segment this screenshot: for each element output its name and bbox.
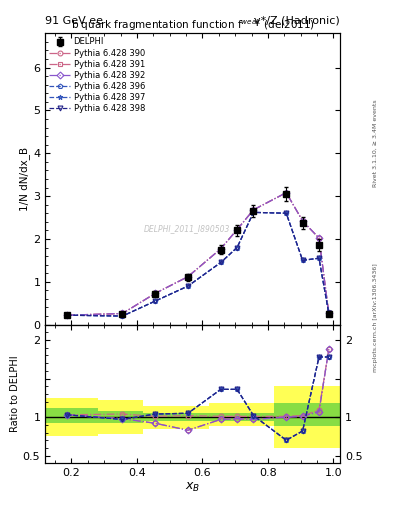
Pythia 6.428 396 — [251, 209, 256, 216]
Pythia 6.428 397 — [317, 255, 321, 261]
Pythia 6.428 392 — [317, 235, 321, 241]
Pythia 6.428 397 — [327, 310, 331, 316]
Bar — [45, 398, 97, 436]
Pythia 6.428 392 — [284, 189, 288, 196]
Pythia 6.428 392 — [219, 246, 223, 252]
Pythia 6.428 392 — [300, 218, 305, 224]
Pythia 6.428 398 — [219, 260, 223, 266]
X-axis label: $x_B$: $x_B$ — [185, 481, 200, 494]
Line: Pythia 6.428 398: Pythia 6.428 398 — [64, 210, 331, 318]
Pythia 6.428 397 — [64, 312, 69, 318]
Bar — [97, 411, 143, 423]
Pythia 6.428 396 — [64, 312, 69, 318]
Pythia 6.428 391 — [251, 207, 256, 213]
Pythia 6.428 398 — [185, 283, 190, 289]
Pythia 6.428 396 — [284, 210, 288, 216]
Title: b quark fragmentation function f$^{weak}$ (del2011): b quark fragmentation function f$^{weak}… — [71, 17, 314, 33]
Pythia 6.428 397 — [284, 210, 288, 216]
Line: Pythia 6.428 392: Pythia 6.428 392 — [64, 190, 331, 317]
Pythia 6.428 396 — [235, 244, 239, 250]
Bar — [274, 386, 340, 448]
Text: 91 GeV ee: 91 GeV ee — [45, 15, 103, 26]
Pythia 6.428 390 — [327, 310, 331, 316]
Pythia 6.428 396 — [153, 298, 158, 304]
Line: Pythia 6.428 391: Pythia 6.428 391 — [64, 190, 331, 317]
Pythia 6.428 391 — [219, 246, 223, 252]
Bar — [143, 413, 209, 421]
Bar — [143, 406, 209, 429]
Pythia 6.428 396 — [185, 283, 190, 289]
Pythia 6.428 392 — [235, 226, 239, 232]
Pythia 6.428 397 — [300, 258, 305, 264]
Y-axis label: Ratio to DELPHI: Ratio to DELPHI — [10, 356, 20, 432]
Pythia 6.428 398 — [300, 258, 305, 264]
Line: Pythia 6.428 397: Pythia 6.428 397 — [64, 210, 331, 318]
Text: γ*/Z (Hadronic): γ*/Z (Hadronic) — [254, 15, 340, 26]
Pythia 6.428 396 — [120, 313, 125, 319]
Text: DELPHI_2011_I890503: DELPHI_2011_I890503 — [143, 224, 230, 233]
Bar — [209, 413, 274, 421]
Pythia 6.428 390 — [317, 235, 321, 241]
Pythia 6.428 392 — [251, 207, 256, 213]
Pythia 6.428 398 — [317, 255, 321, 261]
Pythia 6.428 390 — [64, 312, 69, 318]
Pythia 6.428 391 — [235, 226, 239, 232]
Pythia 6.428 390 — [284, 189, 288, 196]
Pythia 6.428 390 — [185, 273, 190, 280]
Pythia 6.428 390 — [219, 246, 223, 252]
Pythia 6.428 392 — [327, 310, 331, 316]
Pythia 6.428 398 — [120, 313, 125, 319]
Pythia 6.428 390 — [300, 218, 305, 224]
Bar — [97, 400, 143, 434]
Text: Rivet 3.1.10, ≥ 3.4M events: Rivet 3.1.10, ≥ 3.4M events — [373, 99, 378, 187]
Pythia 6.428 396 — [219, 260, 223, 266]
Pythia 6.428 397 — [185, 283, 190, 289]
Pythia 6.428 391 — [185, 273, 190, 280]
Pythia 6.428 391 — [284, 189, 288, 196]
Pythia 6.428 390 — [120, 310, 125, 316]
Pythia 6.428 396 — [317, 255, 321, 261]
Pythia 6.428 396 — [300, 258, 305, 264]
Pythia 6.428 397 — [235, 244, 239, 250]
Line: Pythia 6.428 396: Pythia 6.428 396 — [64, 210, 331, 318]
Pythia 6.428 398 — [235, 244, 239, 250]
Pythia 6.428 397 — [153, 298, 158, 304]
Pythia 6.428 398 — [64, 312, 69, 318]
Pythia 6.428 390 — [251, 207, 256, 213]
Pythia 6.428 391 — [317, 235, 321, 241]
Pythia 6.428 391 — [153, 290, 158, 296]
Pythia 6.428 391 — [120, 310, 125, 316]
Pythia 6.428 398 — [153, 298, 158, 304]
Bar — [45, 408, 97, 423]
Pythia 6.428 391 — [327, 310, 331, 316]
Pythia 6.428 390 — [235, 226, 239, 232]
Pythia 6.428 398 — [251, 209, 256, 216]
Pythia 6.428 392 — [120, 310, 125, 316]
Bar — [274, 403, 340, 426]
Pythia 6.428 391 — [300, 218, 305, 224]
Legend: DELPHI, Pythia 6.428 390, Pythia 6.428 391, Pythia 6.428 392, Pythia 6.428 396, : DELPHI, Pythia 6.428 390, Pythia 6.428 3… — [48, 36, 147, 115]
Pythia 6.428 392 — [153, 290, 158, 296]
Text: mcplots.cern.ch [arXiv:1306.3436]: mcplots.cern.ch [arXiv:1306.3436] — [373, 263, 378, 372]
Pythia 6.428 397 — [219, 260, 223, 266]
Pythia 6.428 397 — [120, 313, 125, 319]
Pythia 6.428 398 — [327, 310, 331, 316]
Pythia 6.428 397 — [251, 209, 256, 216]
Pythia 6.428 391 — [64, 312, 69, 318]
Bar — [209, 403, 274, 426]
Pythia 6.428 390 — [153, 290, 158, 296]
Pythia 6.428 396 — [327, 310, 331, 316]
Y-axis label: 1/N dN/dx_B: 1/N dN/dx_B — [20, 147, 30, 211]
Pythia 6.428 392 — [185, 273, 190, 280]
Line: Pythia 6.428 390: Pythia 6.428 390 — [64, 190, 331, 317]
Pythia 6.428 398 — [284, 210, 288, 216]
Pythia 6.428 392 — [64, 312, 69, 318]
